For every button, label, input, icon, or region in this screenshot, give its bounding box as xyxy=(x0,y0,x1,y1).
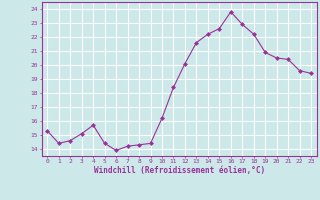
X-axis label: Windchill (Refroidissement éolien,°C): Windchill (Refroidissement éolien,°C) xyxy=(94,166,265,175)
